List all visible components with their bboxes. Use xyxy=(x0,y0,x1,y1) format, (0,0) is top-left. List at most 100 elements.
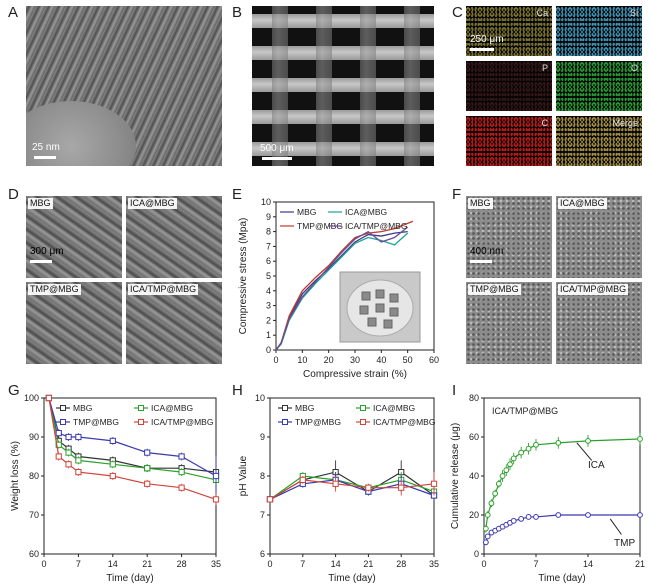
legend-label: MBG xyxy=(297,207,316,217)
y-tick-label: 8 xyxy=(266,227,271,237)
sem-tile-ica-tmp-mbg: ICA/TMP@MBG xyxy=(556,282,642,364)
sem-tile-mbg: MBG 400 nm xyxy=(466,196,552,278)
data-point xyxy=(65,449,72,456)
legend-entry-ica-tmp-mbg: ICA/TMP@MBG xyxy=(328,221,407,231)
data-point xyxy=(212,472,220,480)
y-tick-label: 7 xyxy=(260,510,265,520)
eds-signal-dots xyxy=(466,116,552,166)
x-tick-label: 35 xyxy=(429,559,439,569)
panel-letter-a: A xyxy=(8,4,19,21)
scale-label-a: 25 nm xyxy=(32,142,60,153)
data-point xyxy=(507,461,513,468)
x-tick-label: 0 xyxy=(273,355,278,365)
data-point xyxy=(533,514,539,520)
series-mbg xyxy=(266,460,438,503)
eds-tile-label: P xyxy=(541,63,548,73)
data-point xyxy=(510,517,517,524)
scale-bar-f xyxy=(470,260,492,263)
sem-tile-label: TMP@MBG xyxy=(468,284,521,295)
legend-marker xyxy=(60,419,66,425)
inset-scaffold-photo xyxy=(339,271,421,343)
x-tick-label: 14 xyxy=(331,559,341,569)
chart-compressive: 0 10 20 30 40 50 60 0 1 2 3 4 5 6 7 8 9 10 Compressive str… xyxy=(238,197,439,380)
series-ica xyxy=(482,433,643,533)
data-point xyxy=(144,449,151,456)
legend-marker xyxy=(282,419,288,425)
data-point xyxy=(518,515,525,522)
scale-label-c: 250 μm xyxy=(470,34,504,45)
scale-bar-b xyxy=(262,157,292,160)
plot-frame xyxy=(483,397,641,555)
x-tick-label: 7 xyxy=(533,559,538,569)
scaffold-sample xyxy=(361,291,371,301)
annotation-arrow xyxy=(609,518,622,535)
legend-entry-tmp-mbg: TMP@MBG xyxy=(56,417,119,427)
eds-tile-label: Ca xyxy=(536,8,548,18)
data-point xyxy=(109,437,116,444)
y-tick-label: 10 xyxy=(255,393,265,403)
data-point xyxy=(75,457,82,464)
panel-letter-c: C xyxy=(452,4,463,21)
data-point xyxy=(555,512,562,518)
y-tick-label: 7 xyxy=(266,241,271,251)
y-tick-label: 5 xyxy=(266,271,271,281)
eds-tile-label: O xyxy=(630,63,638,73)
x-tick-label: 10 xyxy=(297,355,307,365)
data-point xyxy=(482,539,489,546)
data-point xyxy=(637,436,643,442)
data-point xyxy=(75,469,82,476)
tem-image: 25 nm xyxy=(26,6,222,166)
legend-marker xyxy=(360,405,366,411)
annotation-arrow xyxy=(576,442,593,461)
y-axis-label: Weight loss (%) xyxy=(10,441,21,511)
data-point xyxy=(365,484,372,491)
legend-entry-ica-mbg: ICA@MBG xyxy=(328,207,387,217)
legend-entry-ica-tmp-mbg: ICA/TMP@MBG xyxy=(356,417,435,427)
sem-tile-tmp-mbg: TMP@MBG xyxy=(466,282,552,364)
y-tick-label: 2 xyxy=(266,315,271,325)
panel-letter-i: I xyxy=(452,382,457,399)
data-point xyxy=(65,461,72,468)
eds-signal-dots xyxy=(466,61,552,111)
legend-entry-tmp-mbg: TMP@MBG xyxy=(280,221,343,231)
data-point xyxy=(178,453,185,460)
y-tick-label: 9 xyxy=(266,212,271,222)
legend-label: ICA/TMP@MBG xyxy=(373,417,435,427)
x-tick-label: 28 xyxy=(177,559,187,569)
data-point xyxy=(212,496,220,503)
legend-entry-ica-tmp-mbg: ICA/TMP@MBG xyxy=(134,417,213,427)
data-point xyxy=(585,512,591,518)
eds-tile-si: Si xyxy=(556,6,642,56)
y-axis-label: Compressive stress (Mpa) xyxy=(238,218,249,335)
data-point xyxy=(109,461,116,468)
x-tick-label: 20 xyxy=(324,355,334,365)
scale-bar-d xyxy=(30,260,52,263)
sem-surface-grid-d: MBG 300 μm ICA@MBG TMP@MBG ICA/TMP@MBG xyxy=(26,196,222,364)
y-tick-label: 20 xyxy=(469,510,479,520)
legend-label: ICA/TMP@MBG xyxy=(151,417,213,427)
legend-entry-mbg: MBG xyxy=(278,403,314,413)
data-point xyxy=(55,453,62,460)
scaffold-sample xyxy=(375,289,385,299)
panel-letter-e: E xyxy=(232,186,243,203)
y-axis-label: pH Value xyxy=(238,455,249,496)
legend-label: ICA/TMP@MBG xyxy=(345,221,407,231)
y-tick-label: 100 xyxy=(24,393,39,403)
x-tick-label: 35 xyxy=(211,559,221,569)
scaffold-sample xyxy=(383,319,393,329)
y-tick-label: 70 xyxy=(29,510,39,520)
x-tick-label: 21 xyxy=(363,559,373,569)
panel-letter-h: H xyxy=(232,382,243,399)
series-tmp xyxy=(482,512,643,546)
y-tick-label: 6 xyxy=(260,549,265,559)
legend-entry-mbg: MBG xyxy=(56,403,92,413)
series-ica-tmp-mbg xyxy=(266,472,438,503)
x-tick-label: 21 xyxy=(142,559,152,569)
x-tick-label: 14 xyxy=(583,559,593,569)
eds-tile-merge: Merge xyxy=(556,116,642,166)
data-point xyxy=(398,484,405,491)
eds-tile-label: Si xyxy=(629,8,638,18)
data-point xyxy=(178,484,185,491)
legend-marker xyxy=(60,405,66,411)
legend-marker xyxy=(282,405,288,411)
